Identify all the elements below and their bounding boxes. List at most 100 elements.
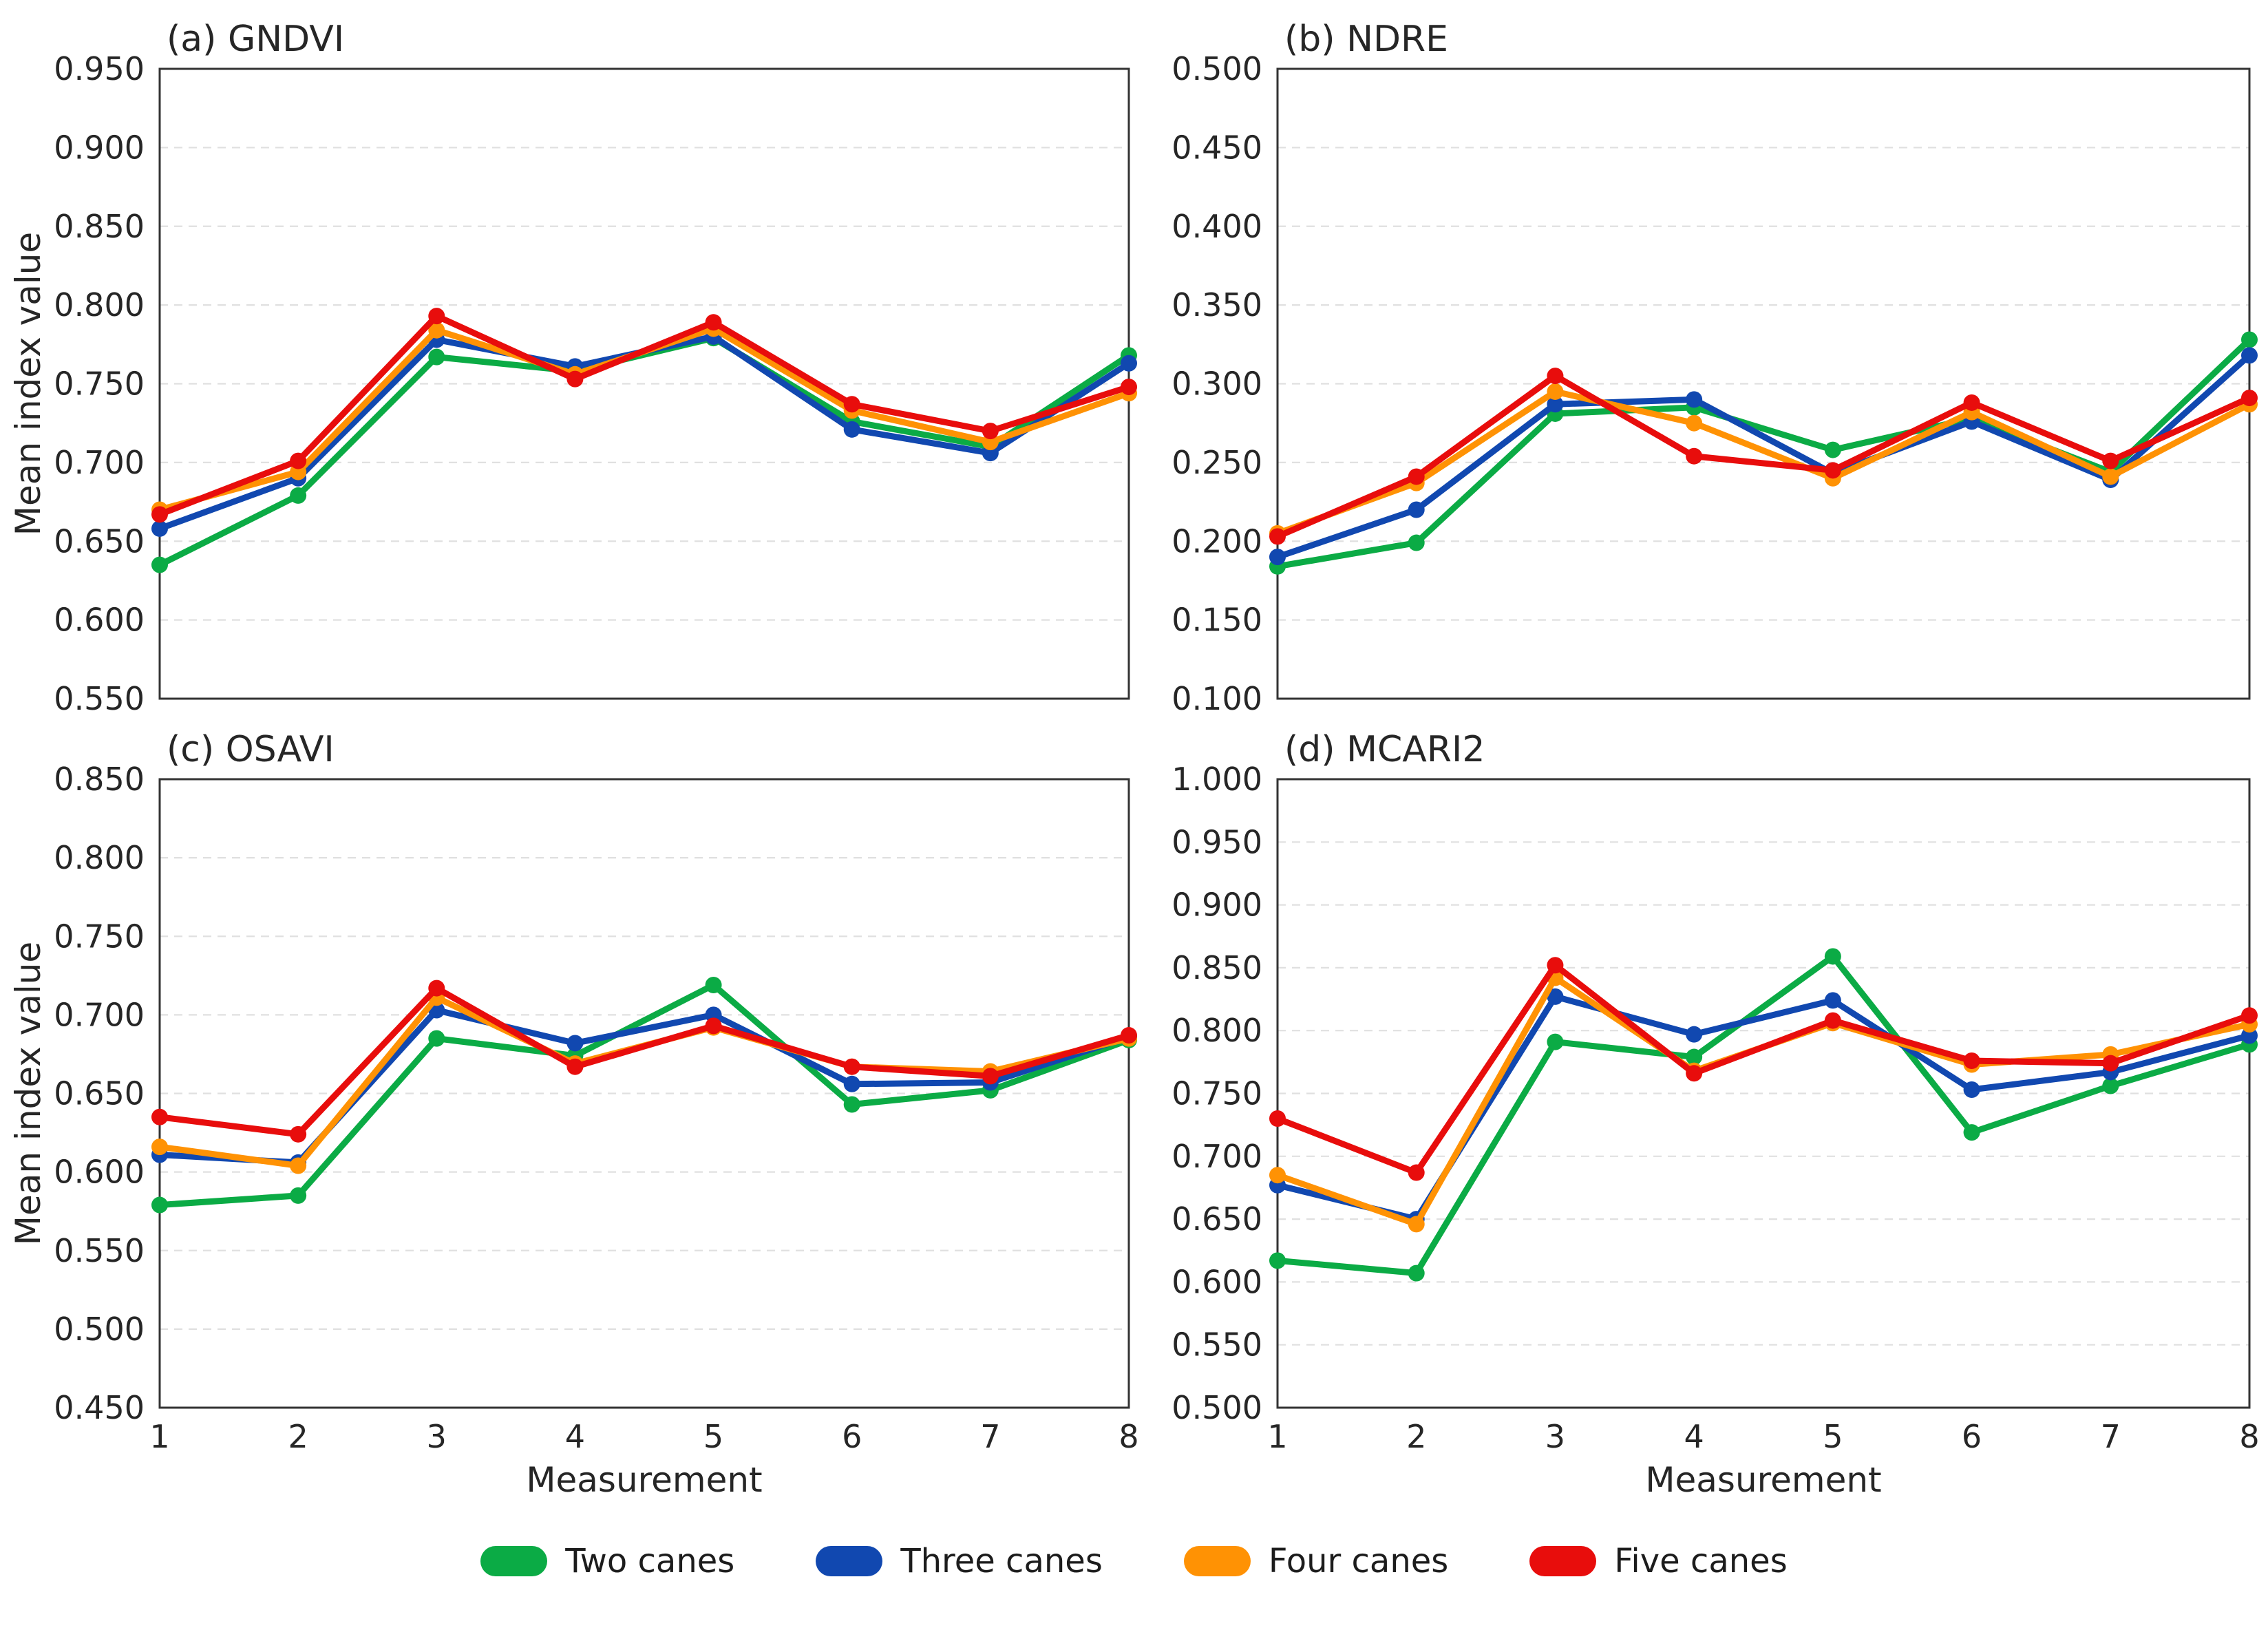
y-tick-label: 0.850 bbox=[54, 208, 145, 245]
data-point-marker bbox=[1686, 1026, 1703, 1043]
data-point-marker bbox=[843, 1058, 860, 1075]
y-axis-label: Mean index value bbox=[8, 232, 48, 536]
series-line-five-canes bbox=[1274, 372, 2253, 540]
legend-label: Three canes bbox=[900, 1542, 1103, 1580]
data-point-marker bbox=[2241, 390, 2258, 407]
y-tick-label: 0.800 bbox=[54, 286, 145, 324]
data-point-marker bbox=[151, 1139, 168, 1156]
y-tick-label: 1.000 bbox=[1172, 761, 1262, 798]
y-tick-label: 0.250 bbox=[1172, 444, 1262, 481]
data-point-marker bbox=[428, 980, 445, 997]
x-tick-label: 3 bbox=[1545, 1418, 1565, 1455]
data-point-marker bbox=[290, 452, 307, 469]
panel-b: 0.100 0.150 0.200 0.250 0.300 0.350 0.400 0.450… bbox=[1172, 19, 2258, 717]
x-tick-label: 7 bbox=[980, 1418, 1000, 1455]
x-axis-label: Measurement bbox=[526, 1460, 762, 1500]
x-tick-label: 6 bbox=[1962, 1418, 1982, 1455]
y-tick-label: 0.600 bbox=[54, 602, 145, 639]
y-tick-label: 0.200 bbox=[1172, 522, 1262, 560]
x-tick-label: 5 bbox=[1823, 1418, 1843, 1455]
data-point-marker bbox=[2241, 347, 2258, 364]
data-point-marker bbox=[151, 506, 168, 523]
data-point-marker bbox=[290, 487, 307, 504]
data-point-marker bbox=[566, 370, 584, 388]
y-tick-label: 0.550 bbox=[54, 680, 145, 717]
data-point-marker bbox=[1547, 383, 1564, 400]
data-point-marker bbox=[151, 556, 168, 573]
panel-title: (b) NDRE bbox=[1284, 19, 1448, 60]
series-line-two-canes bbox=[156, 982, 1132, 1209]
x-tick-label: 8 bbox=[1119, 1418, 1138, 1455]
data-point-marker bbox=[428, 1030, 445, 1047]
data-point-marker bbox=[2241, 1027, 2258, 1044]
y-tick-label: 0.450 bbox=[54, 1389, 145, 1426]
data-point-marker bbox=[290, 1125, 307, 1143]
data-point-marker bbox=[2102, 468, 2119, 485]
data-point-marker bbox=[2102, 452, 2119, 469]
data-point-marker bbox=[705, 1017, 722, 1035]
y-tick-label: 0.950 bbox=[1172, 823, 1262, 860]
panel-title: (c) OSAVI bbox=[167, 729, 335, 770]
x-tick-label: 7 bbox=[2101, 1418, 2121, 1455]
data-point-marker bbox=[1686, 391, 1703, 408]
y-tick-label: 0.350 bbox=[1172, 286, 1262, 324]
legend-swatch-four-canes bbox=[1183, 1546, 1251, 1576]
series-line-five-canes bbox=[156, 985, 1132, 1138]
data-point-marker bbox=[2241, 331, 2258, 348]
x-tick-label: 5 bbox=[703, 1418, 723, 1455]
data-point-marker bbox=[1547, 1033, 1564, 1050]
data-point-marker bbox=[1824, 948, 1841, 965]
data-point-marker bbox=[1269, 1252, 1286, 1269]
x-axis-label: Measurement bbox=[1645, 1460, 1881, 1500]
legend: Two canes Three canes Four canes Five canes bbox=[0, 1545, 2268, 1578]
y-tick-label: 0.650 bbox=[1172, 1200, 1262, 1238]
data-point-marker bbox=[982, 1068, 999, 1085]
y-tick-label: 0.500 bbox=[1172, 1389, 1262, 1426]
data-point-marker bbox=[1269, 1167, 1286, 1184]
x-tick-label: 1 bbox=[149, 1418, 169, 1455]
legend-item-two-canes: Two canes bbox=[480, 1545, 734, 1578]
x-tick-label: 8 bbox=[2239, 1418, 2259, 1455]
data-point-marker bbox=[1963, 1081, 1980, 1099]
data-point-marker bbox=[1547, 396, 1564, 413]
panel-title: (d) MCARI2 bbox=[1284, 729, 1485, 770]
data-point-marker bbox=[843, 1096, 860, 1113]
data-point-marker bbox=[1824, 441, 1841, 458]
y-tick-label: 0.600 bbox=[1172, 1263, 1262, 1300]
y-tick-label: 0.700 bbox=[1172, 1138, 1262, 1175]
data-point-marker bbox=[1824, 1012, 1841, 1029]
series-five-canes bbox=[151, 980, 1137, 1143]
y-tick-label: 0.400 bbox=[1172, 208, 1262, 245]
data-point-marker bbox=[705, 314, 722, 331]
data-point-marker bbox=[2102, 1055, 2119, 1072]
plot-border bbox=[1276, 778, 2251, 1409]
panel-title: (a) GNDVI bbox=[167, 19, 344, 60]
series-line-four-canes bbox=[1274, 388, 2253, 537]
legend-swatch-two-canes bbox=[480, 1546, 548, 1576]
y-tick-label: 0.800 bbox=[1172, 1012, 1262, 1049]
data-point-marker bbox=[428, 308, 445, 325]
data-point-marker bbox=[1963, 1052, 1980, 1070]
data-point-marker bbox=[151, 1196, 168, 1214]
data-point-marker bbox=[1824, 462, 1841, 479]
y-tick-label: 0.650 bbox=[54, 1075, 145, 1112]
series-line-five-canes bbox=[156, 313, 1132, 518]
panel-c: 0.450 0.500 0.550 0.600 0.650 0.700 0.750 0.800… bbox=[8, 729, 1139, 1500]
x-tick-label: 2 bbox=[1406, 1418, 1426, 1455]
data-point-marker bbox=[1686, 414, 1703, 432]
y-tick-label: 0.650 bbox=[54, 522, 145, 560]
series-five-canes bbox=[1269, 368, 2258, 545]
data-point-marker bbox=[1686, 1065, 1703, 1082]
y-tick-label: 0.500 bbox=[1172, 50, 1262, 87]
data-point-marker bbox=[843, 1075, 860, 1092]
x-tick-label: 4 bbox=[565, 1418, 585, 1455]
y-tick-label: 0.900 bbox=[1172, 887, 1262, 924]
data-point-marker bbox=[843, 396, 860, 413]
data-point-marker bbox=[1547, 988, 1564, 1005]
series-line-three-canes bbox=[1274, 352, 2253, 560]
plot-border bbox=[158, 778, 1130, 1409]
x-tick-label: 4 bbox=[1684, 1418, 1704, 1455]
data-point-marker bbox=[1121, 354, 1137, 372]
y-tick-label: 0.750 bbox=[54, 366, 145, 403]
